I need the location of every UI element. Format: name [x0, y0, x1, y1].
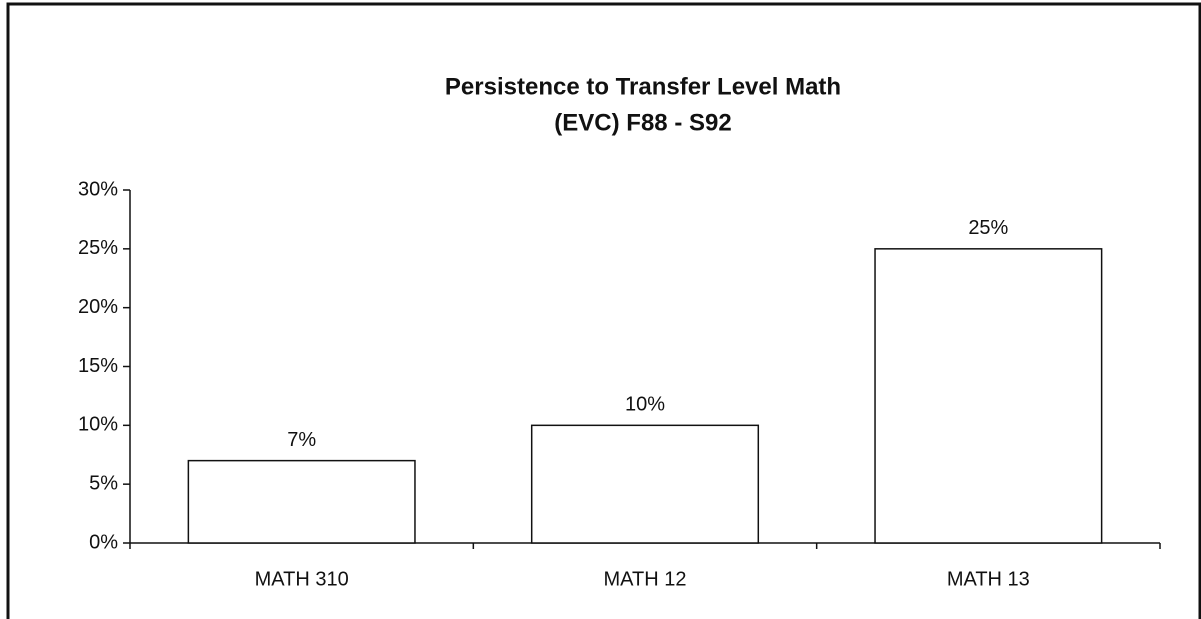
- bar: [874, 248, 1103, 544]
- data-label: 7%: [287, 429, 316, 451]
- data-label: 10%: [625, 394, 665, 416]
- y-tick-label: 0%: [89, 531, 118, 553]
- x-tick-label: MATH 13: [947, 568, 1030, 590]
- data-label: 25%: [968, 217, 1008, 239]
- y-tick-label: 20%: [78, 296, 118, 318]
- y-tick-label: 30%: [78, 178, 118, 200]
- bar: [530, 424, 760, 544]
- x-tick-label: MATH 12: [604, 568, 687, 590]
- frame: [6, 2, 1201, 619]
- y-tick-label: 25%: [78, 237, 118, 259]
- y-tick-label: 15%: [78, 355, 118, 377]
- chart-title: Persistence to Transfer Level Math: [445, 73, 841, 100]
- chart-subtitle: (EVC) F88 - S92: [554, 109, 731, 136]
- x-tick-label: MATH 310: [255, 568, 349, 590]
- bar: [187, 459, 416, 544]
- y-tick-label: 5%: [89, 472, 118, 494]
- y-tick-label: 10%: [78, 414, 118, 436]
